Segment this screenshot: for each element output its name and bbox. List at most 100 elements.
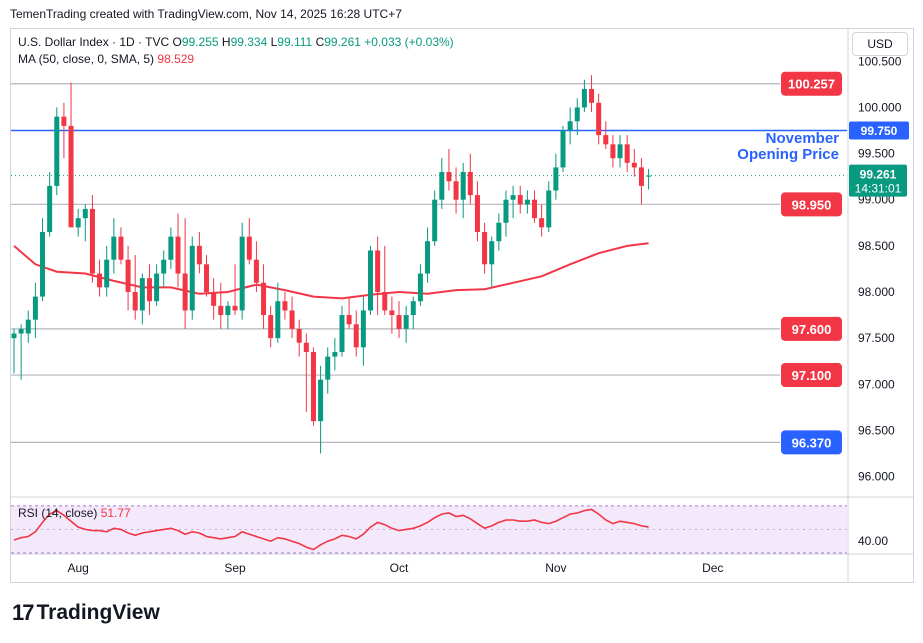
x-tick-label: Nov — [545, 561, 566, 575]
candle — [104, 245, 110, 297]
candle-body — [496, 222, 502, 242]
candle-body — [82, 208, 88, 219]
candle — [417, 264, 423, 306]
candle-body — [104, 259, 110, 288]
current-price-badge — [849, 164, 907, 197]
candle-body — [40, 232, 46, 297]
candle — [524, 190, 530, 214]
y-tick-label: 97.500 — [858, 331, 895, 345]
candle-body — [574, 107, 580, 122]
symbol-title[interactable]: U.S. Dollar Index · 1D · TVC — [18, 35, 170, 49]
current-price-label: 99.261 — [860, 168, 897, 182]
ma-label[interactable]: MA (50, close, 0, SMA, 5) — [18, 52, 155, 66]
candle — [546, 181, 552, 233]
candle-body — [303, 342, 309, 352]
ma-legend: MA (50, close, 0, SMA, 5) 98.529 — [18, 52, 194, 66]
ma-value: 98.529 — [157, 52, 195, 66]
candle-body — [61, 116, 67, 126]
level-badge — [849, 121, 909, 140]
candle-body — [25, 319, 31, 334]
candle-body — [275, 301, 281, 339]
candle — [82, 204, 88, 242]
y-tick-label: 98.500 — [858, 239, 895, 253]
rsi-tick-label: 40.00 — [858, 534, 888, 548]
tradingview-logo[interactable]: 17 TradingView — [12, 600, 160, 626]
candle-body — [261, 282, 267, 316]
candle — [496, 213, 502, 251]
candle — [346, 296, 352, 329]
level-badge — [781, 363, 842, 388]
close-label: C — [315, 35, 325, 49]
candle-body — [603, 135, 609, 145]
candle — [182, 218, 188, 329]
candle — [531, 190, 537, 223]
candle-body — [531, 199, 537, 219]
candle-body — [610, 144, 616, 159]
candle-body — [432, 199, 438, 242]
y-tick-label: 98.000 — [858, 285, 895, 299]
candle — [375, 236, 381, 316]
november-label-line1: November — [765, 130, 839, 147]
candle-body — [339, 315, 345, 352]
candle-body — [239, 236, 245, 311]
candle-body — [125, 259, 131, 292]
candle-body — [232, 305, 238, 311]
candle-body — [289, 310, 295, 329]
candle — [539, 204, 545, 237]
candle — [439, 158, 445, 209]
candle — [196, 232, 202, 274]
rsi-label[interactable]: RSI (14, close) — [18, 506, 98, 520]
level-badge-label: 96.370 — [792, 435, 832, 450]
candle — [61, 102, 67, 159]
candle — [453, 167, 459, 214]
candle — [553, 153, 559, 200]
candle — [54, 107, 60, 196]
candle — [218, 282, 224, 329]
level-badge — [781, 316, 842, 341]
candle — [239, 222, 245, 320]
candle-body — [325, 356, 331, 380]
candle-body — [161, 259, 167, 274]
level-badge-label: 98.950 — [792, 197, 832, 212]
candle — [432, 190, 438, 246]
currency-button[interactable]: USD — [852, 32, 908, 56]
candle — [368, 245, 373, 316]
candle-body — [617, 144, 623, 159]
candle-body — [589, 88, 595, 103]
open-label: O — [172, 35, 182, 49]
candle — [325, 347, 331, 394]
candle — [467, 153, 473, 205]
candle-body — [118, 236, 124, 260]
candle — [382, 245, 388, 316]
candle-body — [360, 310, 366, 348]
candle — [139, 273, 145, 325]
candle — [275, 282, 281, 343]
candle-body — [539, 218, 545, 228]
low-value: 99.111 — [277, 35, 313, 49]
candle — [118, 227, 124, 265]
candle-body — [546, 190, 552, 228]
candle — [154, 264, 160, 306]
candle — [211, 278, 217, 320]
candle — [75, 208, 81, 237]
candle — [68, 82, 74, 228]
x-tick-label: Sep — [224, 561, 246, 575]
candle-body — [139, 278, 145, 311]
candle — [47, 172, 53, 237]
candle — [396, 301, 402, 339]
candle — [353, 310, 359, 357]
candle-body — [631, 162, 637, 168]
open-value: 99.255 — [181, 35, 219, 49]
candle-body — [446, 172, 452, 182]
candle-body — [47, 185, 53, 233]
chart-frame[interactable] — [10, 28, 914, 583]
candle-body — [75, 218, 81, 228]
candle-body — [403, 315, 409, 329]
candle-body — [510, 195, 516, 200]
candle-body — [346, 315, 352, 325]
candle-body — [439, 172, 445, 200]
candle — [32, 282, 38, 339]
candle — [624, 135, 630, 173]
candle — [446, 148, 452, 191]
